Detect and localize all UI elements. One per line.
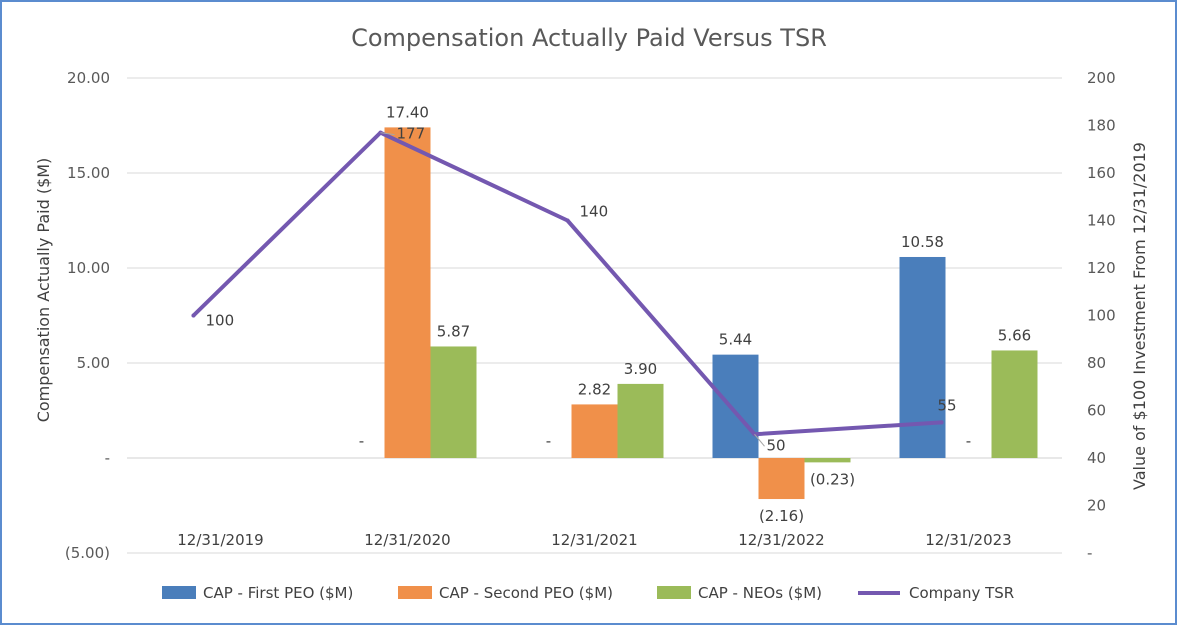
y-axis-title: Compensation Actually Paid ($M) [34, 158, 53, 423]
bar [571, 404, 618, 458]
bar [804, 458, 851, 463]
bar-value-label: 5.87 [437, 322, 470, 340]
bar-value-label: 5.44 [719, 331, 752, 349]
axis-ticks: 20.00 15.00 10.00 5.00 - (5.00) 200 180 160 140 12… [65, 69, 1116, 562]
bar-value-label: (0.23) [810, 470, 855, 488]
y2-tick-label: 200 [1087, 69, 1116, 87]
category-label: 12/31/2019 [177, 531, 263, 549]
leader-line [380, 132, 395, 136]
category-label: 12/31/2022 [738, 531, 824, 549]
legend-swatch [162, 586, 196, 599]
leader-line [754, 433, 765, 447]
bar-value-label: (2.16) [759, 507, 804, 525]
bar-value-label: 2.82 [578, 380, 611, 398]
legend-label: CAP - NEOs ($M) [698, 584, 822, 602]
y2-axis-title: Value of $100 Investment From 12/31/2019 [1130, 142, 1149, 490]
bar-value-label: 5.66 [998, 326, 1031, 344]
tsr-value-label: 50 [767, 436, 786, 454]
y2-tick-label: 100 [1087, 307, 1116, 325]
bar [991, 350, 1038, 458]
legend: CAP - First PEO ($M) CAP - Second PEO ($M… [162, 584, 1014, 602]
bar-value-label: 3.90 [624, 360, 657, 378]
y-tick-label: 5.00 [77, 354, 110, 372]
tsr-point [191, 313, 196, 318]
category-label: 12/31/2021 [551, 531, 637, 549]
y-tick-label: (5.00) [65, 544, 110, 562]
category-label: 12/31/2023 [925, 531, 1011, 549]
legend-label: CAP - Second PEO ($M) [439, 584, 613, 602]
bar [430, 346, 477, 458]
tsr-line-group [191, 130, 944, 447]
legend-swatch [657, 586, 691, 599]
tsr-value-label: 100 [206, 312, 235, 330]
tsr-value-label: 55 [938, 396, 957, 414]
y2-tick-label: 180 [1087, 117, 1116, 135]
y-tick-label: - [105, 449, 110, 467]
legend-label: CAP - First PEO ($M) [203, 584, 353, 602]
chart-title: Compensation Actually Paid Versus TSR [351, 24, 827, 52]
y2-tick-label: 20 [1087, 497, 1106, 515]
bar [712, 354, 759, 458]
bar-value-label: 17.40 [386, 103, 429, 121]
tsr-value-label: 140 [580, 203, 609, 221]
legend-label: Company TSR [909, 584, 1014, 602]
y-tick-label: 15.00 [67, 164, 110, 182]
bars [384, 127, 1038, 500]
y2-tick-label: 120 [1087, 259, 1116, 277]
y2-tick-label: 80 [1087, 354, 1106, 372]
tsr-point [939, 420, 944, 425]
bar-value-label: 10.58 [901, 233, 944, 251]
bar-value-label: - [546, 432, 551, 450]
category-labels: 12/31/2019 12/31/2020 12/31/2021 12/31/2022… [177, 531, 1011, 549]
y-tick-label: 20.00 [67, 69, 110, 87]
y2-tick-label: 160 [1087, 164, 1116, 182]
bar [617, 383, 664, 458]
category-label: 12/31/2020 [364, 531, 450, 549]
legend-swatch [398, 586, 432, 599]
y2-tick-label: - [1087, 544, 1092, 562]
tsr-value-label: 177 [397, 125, 426, 143]
bar [899, 256, 946, 458]
y-tick-label: 10.00 [67, 259, 110, 277]
y2-tick-label: 140 [1087, 212, 1116, 230]
y2-tick-label: 60 [1087, 402, 1106, 420]
bar-value-label: - [966, 432, 971, 450]
bar [758, 458, 805, 500]
bar [384, 127, 431, 459]
tsr-point [565, 218, 570, 223]
tsr-line [191, 130, 944, 437]
data-labels: - - 5.44 10.58 17.40 2.82 (2.16) - 5.87 3.90 (0.23… [206, 103, 1032, 525]
bar-value-label: - [359, 432, 364, 450]
y2-tick-label: 40 [1087, 449, 1106, 467]
